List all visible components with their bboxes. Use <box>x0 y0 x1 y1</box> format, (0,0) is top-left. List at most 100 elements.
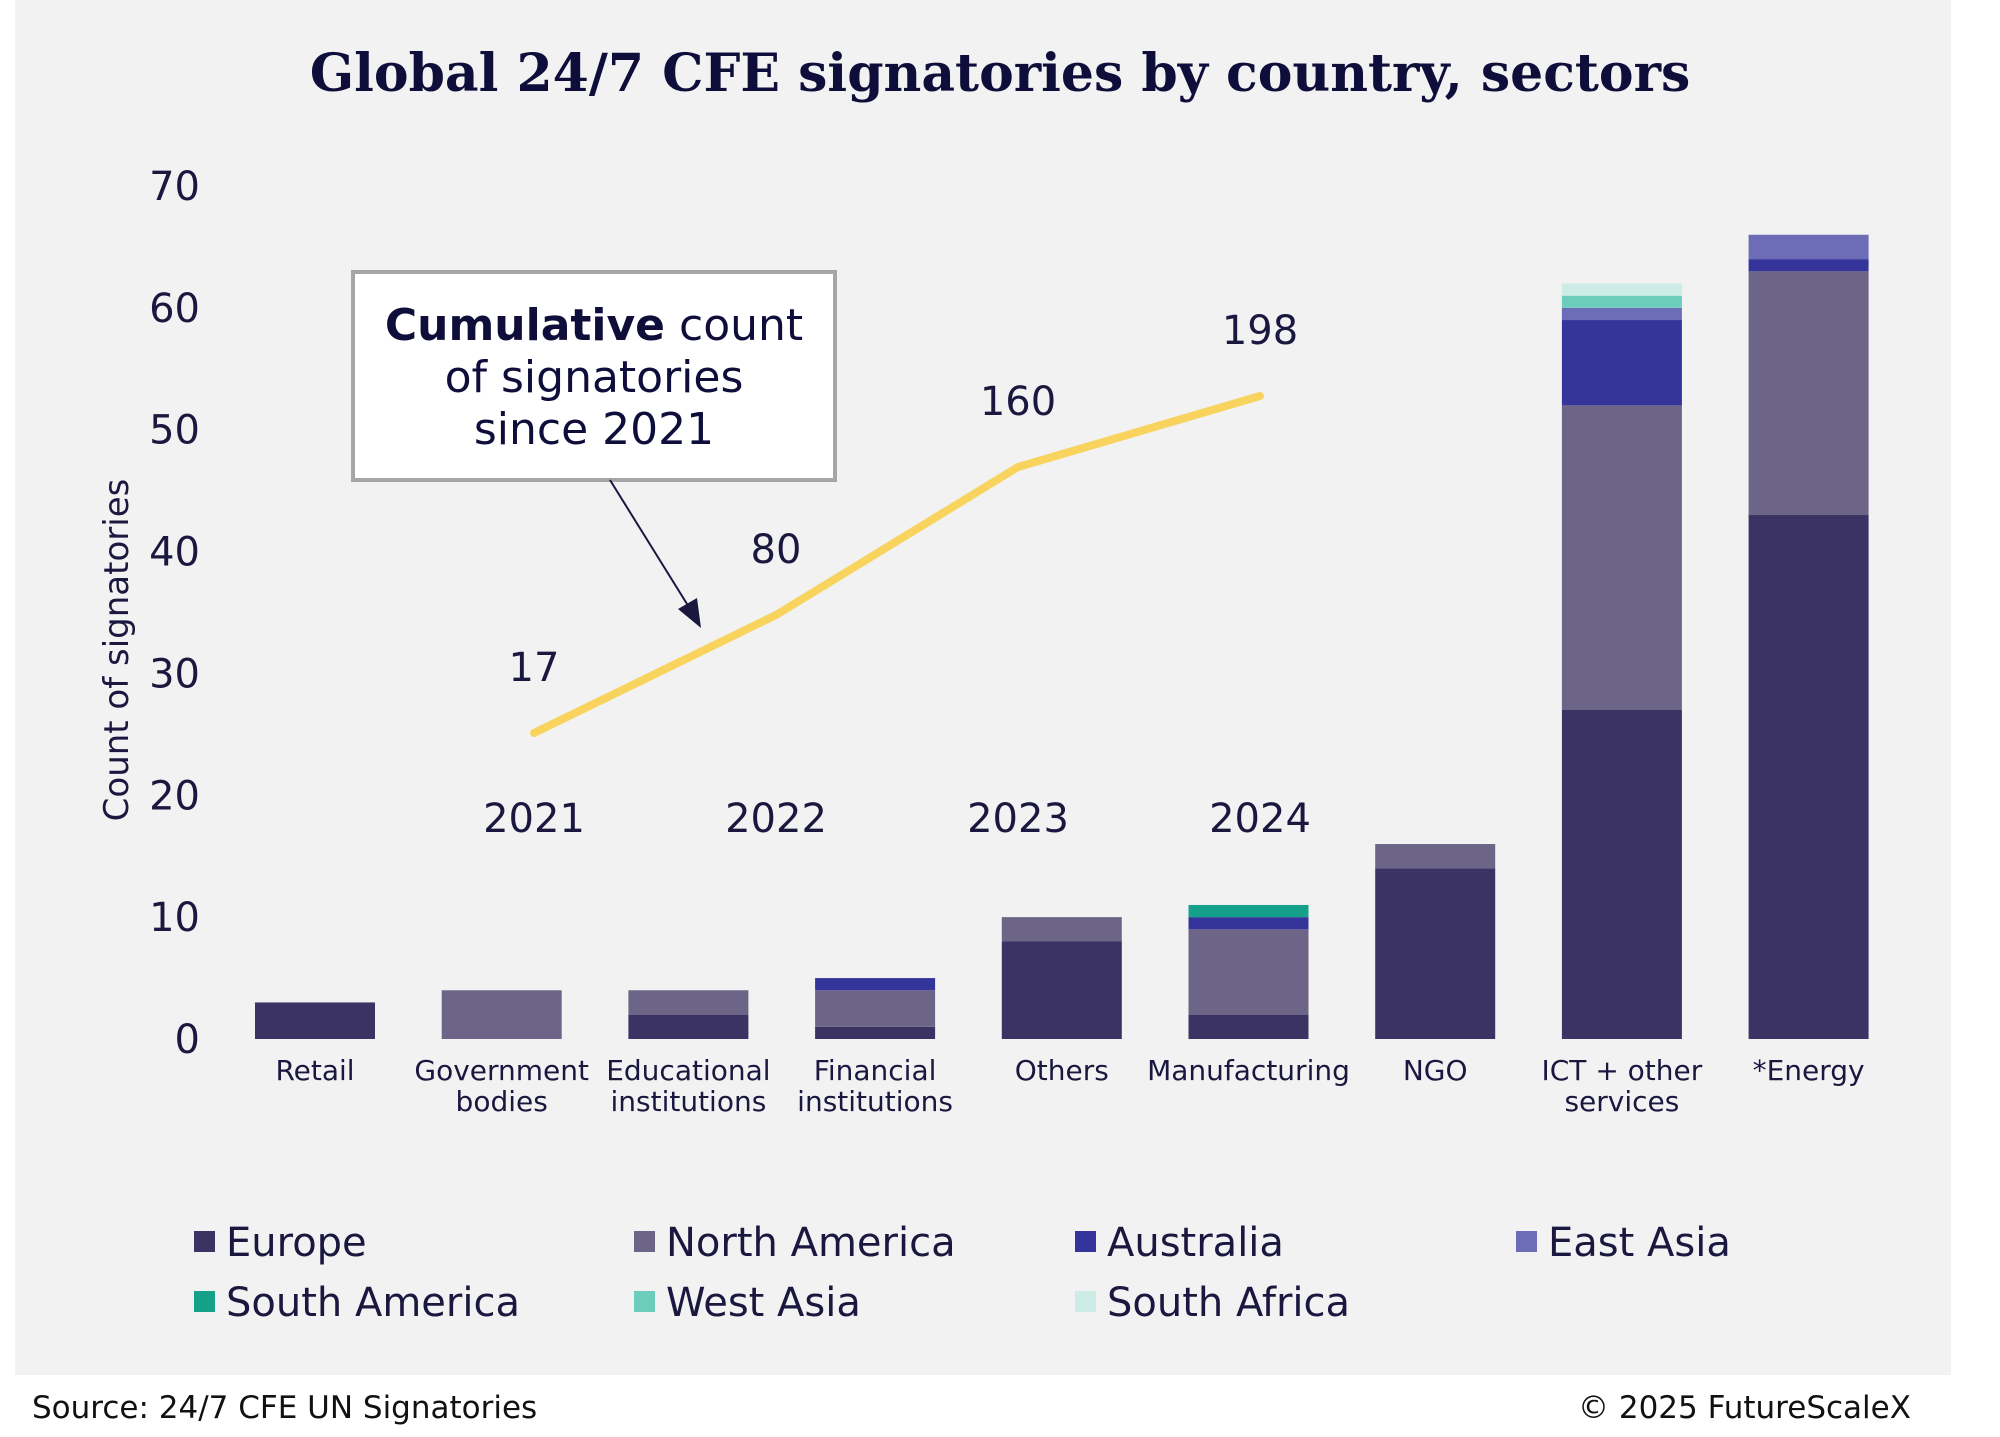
category-label-line: *Energy <box>1753 1054 1865 1087</box>
category-label-line: services <box>1564 1085 1679 1118</box>
legend-swatch <box>634 1291 655 1312</box>
category-label-line: NGO <box>1403 1054 1468 1087</box>
legend: Europe North America Australia East Asia Sou… <box>194 1220 1731 1326</box>
stacked-bar-chart: Global 24/7 CFE signatories by country, … <box>97 43 1869 1326</box>
legend-label: North America <box>666 1220 956 1266</box>
bar-segment-europe <box>1001 941 1122 1039</box>
bar-segment-australia <box>1188 917 1309 930</box>
legend-item-east-asia: East Asia <box>1516 1220 1731 1266</box>
y-tick-label: 10 <box>149 895 200 941</box>
category-label-line: Educational <box>606 1054 770 1087</box>
category-label-line: Government <box>414 1054 589 1087</box>
category-label-line: bodies <box>456 1085 548 1118</box>
bar-segment-east-asia <box>1748 234 1869 260</box>
bar-segment-west-asia <box>1561 295 1682 308</box>
bar-segment-north-america <box>1375 844 1496 869</box>
year-label: 2022 <box>725 796 827 842</box>
legend-swatch <box>1075 1291 1096 1312</box>
legend-label: Europe <box>226 1220 367 1266</box>
legend-item-west-asia: West Asia <box>634 1280 861 1326</box>
category-label: NGO <box>1403 1054 1468 1087</box>
legend-label: Australia <box>1107 1220 1284 1266</box>
legend-label: West Asia <box>666 1280 861 1326</box>
cumulative-value-label: 80 <box>751 527 802 573</box>
bar-segment-europe <box>255 1002 375 1039</box>
y-tick-label: 60 <box>149 286 200 332</box>
chart-title: Global 24/7 CFE signatories by country, … <box>310 43 1691 104</box>
y-tick-label: 40 <box>149 530 200 576</box>
bar-segment-south-america <box>1188 904 1309 918</box>
year-labels: 2021 2022 2023 2024 <box>483 796 1311 842</box>
y-axis-ticks: 0 10 20 30 40 50 60 70 <box>149 164 200 1063</box>
category-label: Financial institutions <box>797 1054 953 1118</box>
category-label-line: institutions <box>797 1085 953 1118</box>
category-label-line: Retail <box>275 1054 354 1087</box>
annotation-line-3: since 2021 <box>474 404 714 455</box>
bar-segment-australia <box>815 978 936 991</box>
bar-segment-europe <box>1188 1014 1309 1039</box>
bar-segment-north-america <box>1188 929 1309 1015</box>
legend-swatch <box>194 1291 215 1312</box>
legend-item-south-africa: South Africa <box>1075 1280 1350 1326</box>
bar-segment-europe <box>1748 515 1869 1039</box>
category-label: *Energy <box>1753 1054 1865 1087</box>
bar-segment-australia <box>1561 320 1682 406</box>
category-label-line: Financial <box>814 1054 937 1087</box>
annotation-arrow-line <box>609 479 693 613</box>
category-label-line: ICT + other <box>1542 1054 1703 1087</box>
category-label: Others <box>1015 1054 1109 1087</box>
bars <box>255 234 1869 1039</box>
cumulative-value-label: 17 <box>509 645 560 691</box>
bar-segment-east-asia <box>1561 307 1682 321</box>
legend-label: East Asia <box>1548 1220 1731 1266</box>
category-label: Educational institutions <box>606 1054 770 1118</box>
legend-item-north-america: North America <box>634 1220 956 1266</box>
year-label: 2024 <box>1209 796 1311 842</box>
legend-swatch <box>1075 1231 1096 1252</box>
copyright-note: © 2025 FutureScaleX <box>1578 1390 1911 1426</box>
y-tick-label: 70 <box>149 164 200 210</box>
bar-segment-australia <box>1748 259 1869 272</box>
bar-segment-north-america <box>441 990 562 1039</box>
bar-segment-north-america <box>1748 271 1869 516</box>
category-label-line: institutions <box>610 1085 766 1118</box>
source-note: Source: 24/7 CFE UN Signatories <box>32 1390 538 1426</box>
cumulative-value-label: 160 <box>980 379 1056 425</box>
category-label: Government bodies <box>414 1054 589 1118</box>
y-tick-label: 30 <box>149 651 200 697</box>
bar-segment-europe <box>628 1014 749 1039</box>
bar-segment-north-america <box>815 990 936 1027</box>
cumulative-labels: 17 80 160 198 <box>509 308 1299 691</box>
legend-item-europe: Europe <box>194 1220 367 1266</box>
annotation-line-1: Cumulative count <box>385 300 803 351</box>
y-axis-label: Count of signatories <box>97 479 137 822</box>
bar-segment-europe <box>815 1026 936 1039</box>
cumulative-line <box>530 392 1264 737</box>
cumulative-value-label: 198 <box>1222 308 1298 354</box>
annotation-box <box>351 270 837 482</box>
category-label: ICT + other services <box>1542 1054 1703 1118</box>
legend-label: South Africa <box>1107 1280 1350 1326</box>
bar-segment-north-america <box>1001 917 1122 942</box>
annotation-arrow-head <box>678 598 701 628</box>
bar-segment-europe <box>1561 709 1682 1039</box>
legend-label: South America <box>226 1280 520 1326</box>
annotation-callout: Cumulative count of signatories since 20… <box>351 270 837 628</box>
annotation-bold: Cumulative <box>385 300 665 351</box>
legend-item-australia: Australia <box>1075 1220 1284 1266</box>
y-tick-label: 50 <box>149 408 200 454</box>
year-label: 2023 <box>967 796 1069 842</box>
legend-swatch <box>1516 1231 1537 1252</box>
legend-swatch <box>194 1231 215 1252</box>
bar-segment-south-africa <box>1561 283 1682 296</box>
category-label: Retail <box>275 1054 354 1087</box>
y-tick-label: 20 <box>149 773 200 819</box>
y-tick-label: 0 <box>175 1017 200 1063</box>
chart-panel: Global 24/7 CFE signatories by country, … <box>15 0 1951 1375</box>
legend-item-south-america: South America <box>194 1280 520 1326</box>
year-label: 2021 <box>483 796 585 842</box>
category-label: Manufacturing <box>1147 1054 1350 1087</box>
annotation-line-1-rest: count <box>665 300 803 351</box>
annotation-line-2: of signatories <box>445 352 744 403</box>
